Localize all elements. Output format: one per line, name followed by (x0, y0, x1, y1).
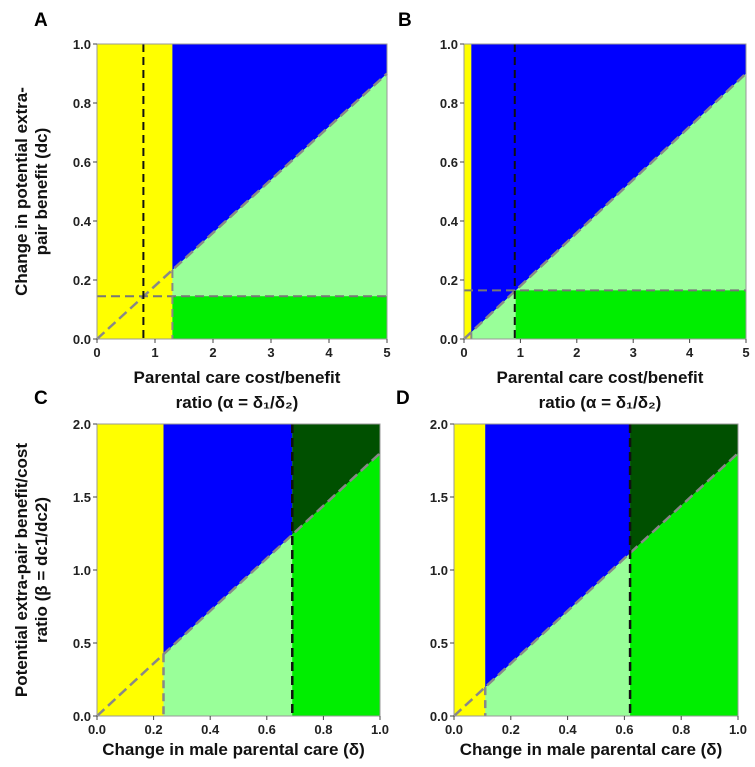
region-yellow (97, 424, 164, 716)
x-axis-label: Parental care cost/benefit (497, 368, 704, 387)
diagonal-boundary (463, 72, 747, 340)
y-tick-label: 0.0 (73, 332, 91, 347)
x-tick-label: 3 (630, 345, 637, 360)
diagonal-boundary (96, 452, 381, 717)
region-green (515, 290, 746, 339)
y-tick-label: 0.2 (73, 273, 91, 288)
y-tick-label: 0.4 (440, 214, 459, 229)
region-green (172, 296, 387, 339)
x-tick-label: 0.0 (88, 722, 106, 737)
diagonal-boundary (96, 72, 388, 340)
x-axis-label: Change in male parental care (δ) (460, 740, 723, 759)
x-tick-label: 0 (460, 345, 467, 360)
x-axis-label: ratio (α = δ₁/δ₂) (176, 393, 299, 412)
plot-frame (96, 43, 388, 340)
y-tick-label: 0.0 (440, 332, 458, 347)
x-tick-label: 2 (209, 345, 216, 360)
panel-d: 0.0 0.2 0.4 0.6 0.8 1.0 0.0 0.5 1.0 1.5 2.0 Change … (396, 388, 747, 759)
diagonal-boundary (453, 452, 739, 717)
x-tick-label: 3 (267, 345, 274, 360)
x-axis-label: Change in male parental care (δ) (102, 740, 365, 759)
panel-label: B (398, 10, 412, 31)
y-tick-label: 1.0 (73, 37, 91, 52)
panel-label: A (34, 10, 48, 31)
x-tick-label: 1.0 (371, 722, 389, 737)
region-yellow (454, 424, 486, 716)
x-tick-label: 2 (573, 345, 580, 360)
y-tick-label: 0.5 (73, 636, 91, 651)
y-tick-label: 0.5 (430, 636, 448, 651)
x-tick-label: 0.8 (314, 722, 332, 737)
x-tick-label: 0.4 (559, 722, 578, 737)
x-tick-label: 4 (325, 345, 333, 360)
x-tick-label: 0.8 (672, 722, 690, 737)
region-blue (471, 44, 746, 333)
region-blue (485, 424, 631, 688)
y-axis-label: Change in potential extra- (12, 87, 31, 296)
region-green (292, 453, 380, 716)
x-tick-label: 0.6 (615, 722, 633, 737)
y-axis-label: Potential extra-pair benefit/cost (12, 443, 31, 697)
y-tick-label: 1.0 (430, 563, 448, 578)
region-blue (172, 44, 387, 270)
y-tick-label: 0.0 (73, 709, 91, 724)
y-tick-label: 1.0 (440, 37, 458, 52)
y-tick-label: 0.4 (73, 214, 92, 229)
y-tick-label: 0.8 (440, 96, 458, 111)
x-tick-label: 0.6 (258, 722, 276, 737)
y-axis-label: pair benefit (dc) (32, 128, 51, 256)
region-green (630, 453, 738, 716)
y-tick-label: 2.0 (430, 417, 448, 432)
region-dark-green (630, 424, 738, 554)
region-yellow (97, 44, 173, 339)
panel-c: 0.0 0.2 0.4 0.6 0.8 1.0 0.0 0.5 1.0 1.5 2.0 Change … (12, 388, 389, 759)
x-axis-label: ratio (α = δ₁/δ₂) (539, 393, 662, 412)
y-tick-label: 0.6 (440, 155, 458, 170)
y-tick-label: 0.8 (73, 96, 91, 111)
y-tick-label: 1.5 (73, 490, 91, 505)
region-dark-green (292, 424, 380, 535)
panel-label: D (396, 388, 410, 409)
x-tick-label: 0 (93, 345, 100, 360)
region-blue (163, 424, 293, 655)
x-tick-label: 0.2 (145, 722, 163, 737)
plot-frame (463, 43, 747, 340)
x-tick-label: 0.4 (201, 722, 220, 737)
panel-b: 0 1 2 3 4 5 0.0 0.2 0.4 0.6 0.8 1.0 Parental care co… (398, 10, 750, 412)
x-tick-label: 5 (742, 345, 749, 360)
y-tick-label: 1.5 (430, 490, 448, 505)
y-tick-label: 0.6 (73, 155, 91, 170)
x-tick-label: 1.0 (729, 722, 747, 737)
x-tick-label: 0.0 (445, 722, 463, 737)
y-tick-label: 0.2 (440, 273, 458, 288)
x-tick-label: 5 (383, 345, 390, 360)
x-axis-label: Parental care cost/benefit (134, 368, 341, 387)
panel-a: 0 1 2 3 4 5 0.0 0.2 0.4 0.6 0.8 1.0 Parental care co… (12, 10, 391, 412)
panel-label: C (34, 388, 48, 409)
y-axis-label: ratio (β = dc1/dc2) (32, 497, 51, 643)
y-tick-label: 2.0 (73, 417, 91, 432)
y-tick-label: 0.0 (430, 709, 448, 724)
x-tick-label: 4 (686, 345, 694, 360)
y-tick-label: 1.0 (73, 563, 91, 578)
x-tick-label: 0.2 (502, 722, 520, 737)
x-tick-label: 1 (517, 345, 524, 360)
x-tick-label: 1 (151, 345, 158, 360)
region-yellow (464, 44, 472, 339)
